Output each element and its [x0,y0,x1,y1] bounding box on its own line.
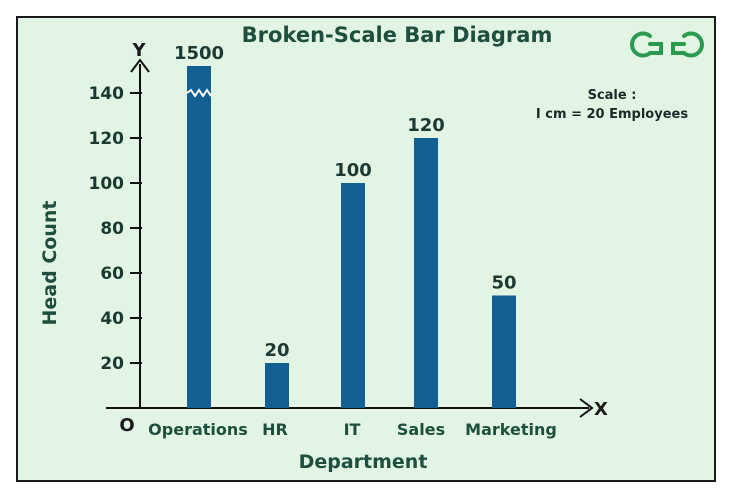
y-axis-letter: Y [131,40,146,61]
y-axis-title: Head Count [39,201,61,326]
y-tick-label: 100 [89,174,125,194]
y-tick-label: 120 [89,129,125,149]
x-axis-title: Department [299,451,428,473]
y-tick-label: 140 [89,84,125,104]
scale-note-value: I cm = 20 Employees [536,107,688,122]
bar-value-label: 50 [491,273,516,294]
bar-value-label: 20 [264,340,289,361]
bar-value-label: 100 [334,160,372,181]
bar-it [341,183,365,408]
category-label: Marketing [465,420,557,439]
bar-operations [187,66,211,408]
y-tick-label: 40 [100,309,124,329]
x-axis-arrow [579,398,594,418]
y-tick-label: 20 [100,354,124,374]
bar-value-label: 1500 [174,43,224,64]
bar-hr [265,363,289,408]
category-label: Operations [148,420,248,439]
geeksforgeeks-logo [630,31,704,58]
bar-sales [414,138,438,408]
chart-title: Broken-Scale Bar Diagram [242,23,553,47]
origin-label: O [119,415,134,436]
y-tick-label: 60 [100,264,124,284]
y-tick-label: 80 [100,219,124,239]
category-label: IT [344,420,361,439]
bar-marketing [492,295,516,408]
scale-note-heading: Scale : [588,88,637,103]
category-label: HR [262,420,288,439]
category-label: Sales [397,420,445,439]
scale-break-mark [186,88,212,98]
x-axis-letter: X [594,399,608,420]
bar-value-label: 120 [407,115,445,136]
y-axis-arrow [130,58,150,73]
